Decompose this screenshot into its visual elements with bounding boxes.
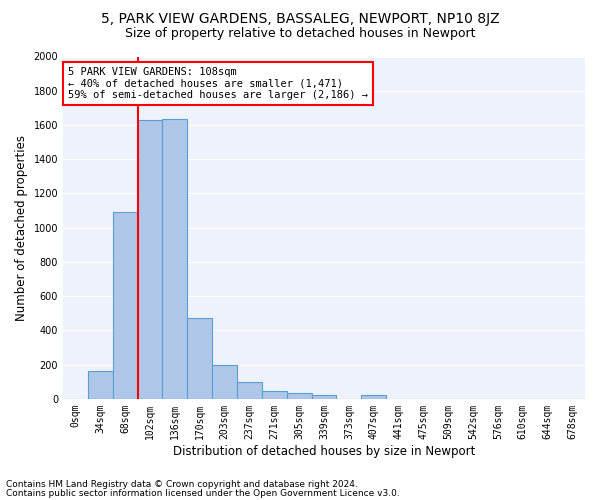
- Bar: [113, 212, 137, 399]
- Text: Size of property relative to detached houses in Newport: Size of property relative to detached ho…: [125, 28, 475, 40]
- Text: 5, PARK VIEW GARDENS, BASSALEG, NEWPORT, NP10 8JZ: 5, PARK VIEW GARDENS, BASSALEG, NEWPORT,…: [101, 12, 499, 26]
- Bar: [137, 120, 163, 399]
- X-axis label: Distribution of detached houses by size in Newport: Distribution of detached houses by size …: [173, 444, 475, 458]
- Bar: [287, 393, 311, 399]
- Bar: [262, 391, 287, 399]
- Y-axis label: Number of detached properties: Number of detached properties: [15, 134, 28, 320]
- Text: 5 PARK VIEW GARDENS: 108sqm
← 40% of detached houses are smaller (1,471)
59% of : 5 PARK VIEW GARDENS: 108sqm ← 40% of det…: [68, 67, 368, 100]
- Text: Contains public sector information licensed under the Open Government Licence v3: Contains public sector information licen…: [6, 489, 400, 498]
- Bar: [212, 364, 237, 399]
- Bar: [163, 119, 187, 399]
- Bar: [237, 382, 262, 399]
- Bar: [361, 396, 386, 399]
- Bar: [88, 370, 113, 399]
- Bar: [311, 396, 337, 399]
- Text: Contains HM Land Registry data © Crown copyright and database right 2024.: Contains HM Land Registry data © Crown c…: [6, 480, 358, 489]
- Bar: [187, 318, 212, 399]
